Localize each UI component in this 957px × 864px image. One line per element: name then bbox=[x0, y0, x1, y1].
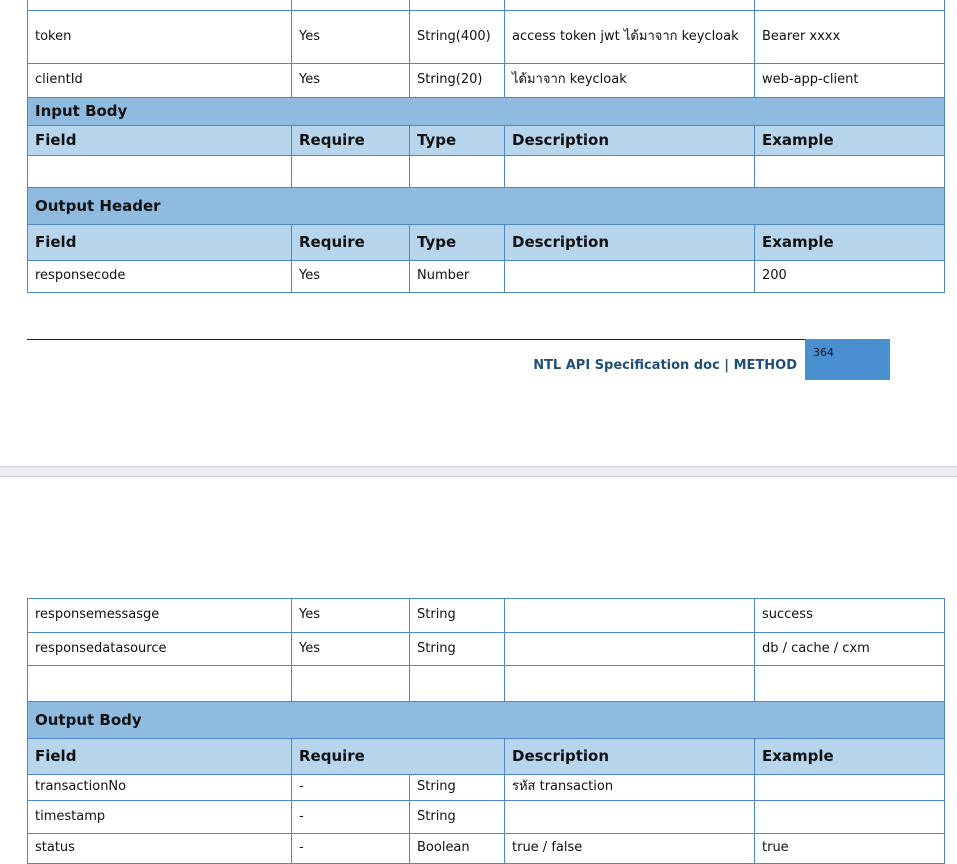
table-cell: Yes bbox=[291, 632, 410, 666]
header-cell: Type bbox=[409, 224, 505, 261]
table-cell: responsemessasge bbox=[27, 598, 292, 633]
table-cell: Yes bbox=[291, 598, 410, 633]
header-cell: Type bbox=[409, 125, 505, 156]
header-cell: Example bbox=[754, 738, 945, 775]
table-cell: token bbox=[27, 10, 292, 64]
header-cell: Description bbox=[504, 125, 755, 156]
table-cell: String bbox=[409, 598, 505, 633]
table-cell: timestamp bbox=[27, 800, 292, 834]
page-number-box: 364 bbox=[805, 339, 890, 380]
header-cell: Field bbox=[27, 224, 292, 261]
table-cell bbox=[27, 665, 292, 702]
table-cell bbox=[27, 155, 292, 188]
table-cell: Number bbox=[409, 260, 505, 293]
header-cell: Require bbox=[291, 738, 505, 775]
table-cell: String bbox=[409, 774, 505, 801]
table-cell: db / cache / cxm bbox=[754, 632, 945, 666]
table-cell bbox=[409, 665, 505, 702]
footer-text: NTL API Specification doc | METHOD bbox=[533, 358, 797, 373]
table-cell: true / false bbox=[504, 833, 755, 864]
table-cell bbox=[504, 665, 755, 702]
table-cell: - bbox=[291, 833, 410, 864]
table-cell: web-app-client bbox=[754, 63, 945, 98]
table-cell: status bbox=[27, 833, 292, 864]
table-cell: 200 bbox=[754, 260, 945, 293]
table-cell bbox=[754, 774, 945, 801]
table-cell: - bbox=[291, 774, 410, 801]
page-break bbox=[0, 466, 957, 477]
header-cell: Require bbox=[291, 125, 410, 156]
table-cell bbox=[409, 155, 505, 188]
table-cell bbox=[504, 155, 755, 188]
table-cell bbox=[291, 665, 410, 702]
table-cell: String(400) bbox=[409, 10, 505, 64]
header-cell: Field bbox=[27, 738, 292, 775]
table-cell: String(20) bbox=[409, 63, 505, 98]
footer-rule bbox=[27, 339, 805, 340]
table-cell: Yes bbox=[291, 260, 410, 293]
page-number: 364 bbox=[813, 346, 834, 359]
table-cell: - bbox=[291, 800, 410, 834]
table-cell: success bbox=[754, 598, 945, 633]
header-cell: Description bbox=[504, 738, 755, 775]
table-cell bbox=[504, 598, 755, 633]
header-cell: Example bbox=[754, 224, 945, 261]
table-cell: Boolean bbox=[409, 833, 505, 864]
table-cell bbox=[504, 632, 755, 666]
table-cell: transactionNo bbox=[27, 774, 292, 801]
table-cell: responsecode bbox=[27, 260, 292, 293]
table-cell: ได้มาจาก keycloak bbox=[504, 63, 755, 98]
section-title: Input Body bbox=[27, 97, 945, 126]
header-cell: Field bbox=[27, 125, 292, 156]
table-cell bbox=[291, 155, 410, 188]
table-cell: clientId bbox=[27, 63, 292, 98]
header-cell: Require bbox=[291, 224, 410, 261]
table-cell: Bearer xxxx bbox=[754, 10, 945, 64]
table-cell: Yes bbox=[291, 10, 410, 64]
table-cell: String bbox=[409, 632, 505, 666]
section-title: Output Header bbox=[27, 187, 945, 225]
table-cell: access token jwt ได้มาจาก keycloak bbox=[504, 10, 755, 64]
table-cell bbox=[504, 260, 755, 293]
section-title: Output Body bbox=[27, 701, 945, 739]
table-cell: true bbox=[754, 833, 945, 864]
header-cell: Description bbox=[504, 224, 755, 261]
table-cell: รหัส transaction bbox=[504, 774, 755, 801]
table-cell: String bbox=[409, 800, 505, 834]
table-cell: Yes bbox=[291, 63, 410, 98]
table-cell bbox=[754, 155, 945, 188]
header-cell: Example bbox=[754, 125, 945, 156]
table-cell bbox=[504, 800, 755, 834]
table-cell: responsedatasource bbox=[27, 632, 292, 666]
table-cell bbox=[754, 665, 945, 702]
table-cell bbox=[754, 800, 945, 834]
